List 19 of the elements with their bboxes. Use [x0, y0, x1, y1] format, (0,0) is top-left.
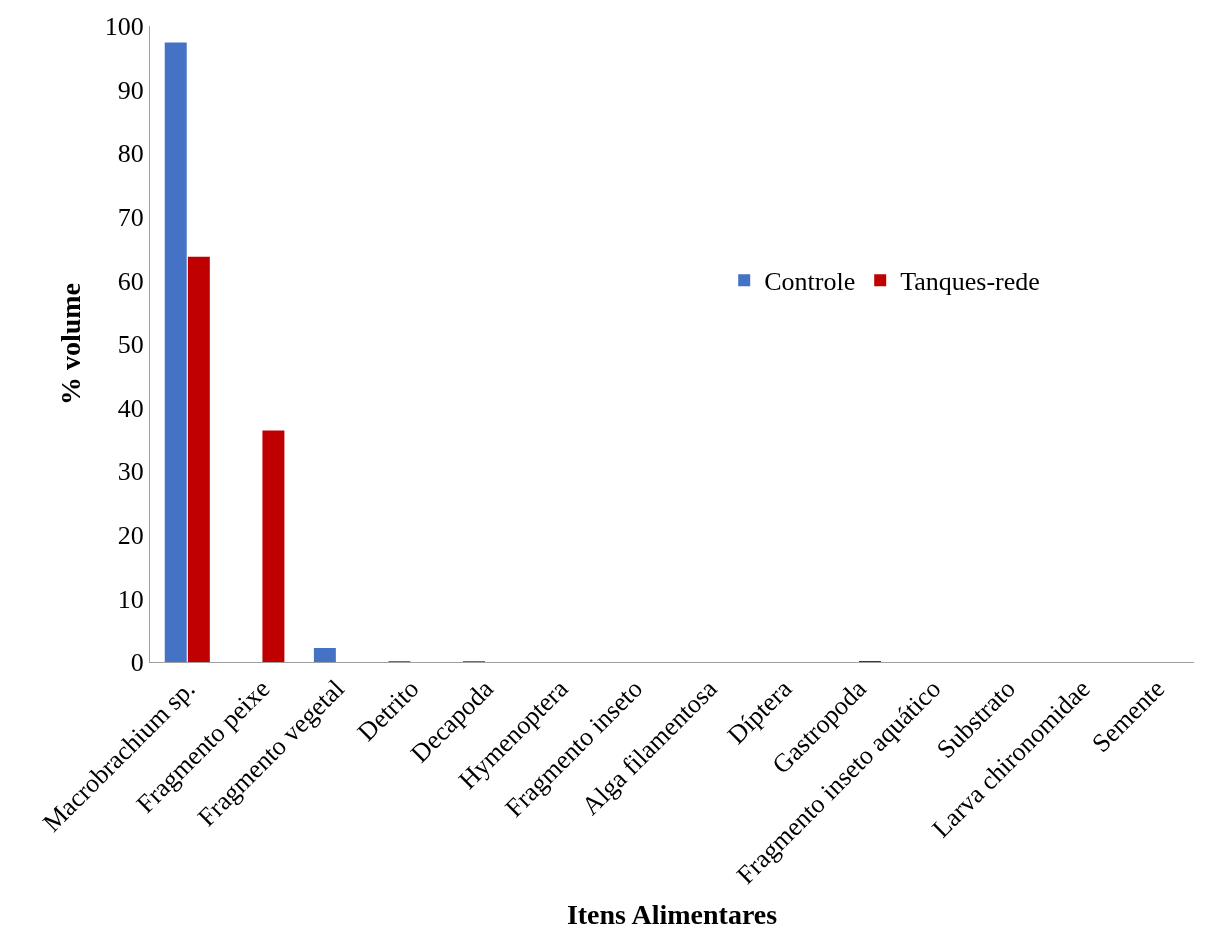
bar: [164, 42, 187, 662]
y-tick-label: 90: [117, 75, 144, 105]
y-tick-label: 70: [117, 202, 144, 232]
y-tick-label: 10: [117, 584, 144, 614]
bar: [313, 648, 336, 662]
bar: [187, 256, 210, 662]
legend-label: Tanques-rede: [900, 267, 1040, 297]
bar: [262, 430, 285, 662]
legend-label: Controle: [764, 267, 856, 297]
y-tick-label: 100: [104, 12, 144, 42]
y-tick-label: 30: [117, 457, 144, 487]
y-tick-label: 50: [117, 330, 144, 360]
y-tick-label: 40: [117, 393, 144, 423]
y-tick-label: 60: [117, 266, 144, 296]
y-axis-title: % volume: [55, 282, 87, 406]
x-axis-title: Itens Alimentares: [566, 898, 778, 930]
y-tick-label: 20: [117, 520, 144, 550]
y-tick-label: 80: [117, 139, 144, 169]
y-tick-label: 0: [130, 648, 144, 678]
